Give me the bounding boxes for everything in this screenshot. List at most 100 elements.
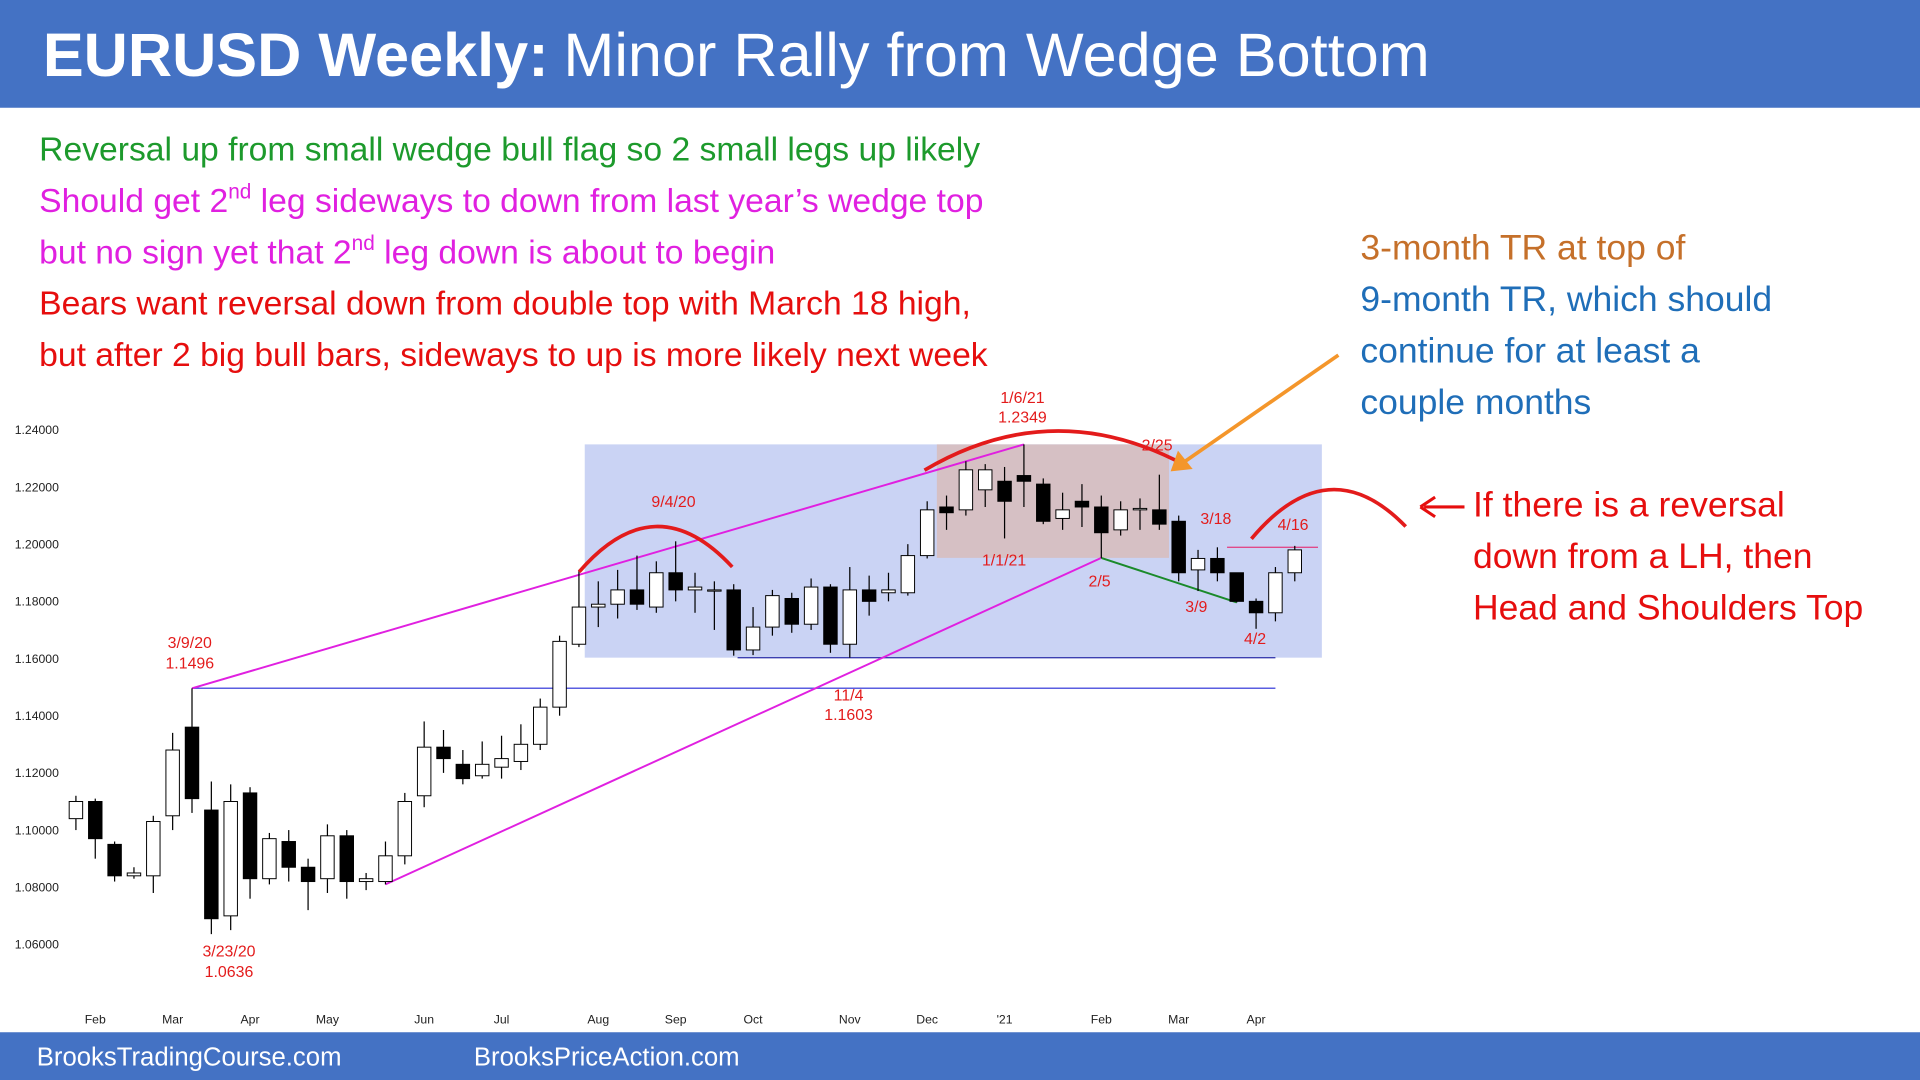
- arrow: [1181, 353, 1340, 465]
- note-line: but no sign yet that 2nd leg down is abo…: [39, 232, 775, 271]
- y-tick-label: 1.12000: [15, 766, 59, 780]
- arrow-head: [1419, 495, 1436, 519]
- candle-body: [300, 866, 316, 883]
- y-tick-label: 1.10000: [15, 823, 59, 837]
- candle-body: [745, 626, 761, 651]
- y-tick-label: 1.06000: [15, 938, 59, 952]
- candle-body: [726, 589, 741, 651]
- candle-body: [803, 586, 819, 625]
- price-label: 1.1603: [824, 707, 873, 724]
- candle-body: [939, 506, 954, 514]
- trend-line: [1100, 556, 1238, 604]
- candle-body: [204, 809, 219, 920]
- candle-body: [784, 597, 799, 625]
- candle-body: [126, 872, 142, 877]
- arc: [577, 524, 734, 574]
- candle-body: [146, 821, 161, 877]
- x-tick-label: Mar: [162, 1013, 183, 1027]
- candle-body: [494, 758, 509, 768]
- hs-note: If there is a reversal: [1473, 485, 1785, 525]
- header-bar: [0, 0, 1920, 108]
- annotation: 3/18: [1200, 511, 1231, 528]
- footer-text: BrooksTradingCourse.com: [37, 1043, 342, 1071]
- price-label: 1.1496: [165, 656, 214, 673]
- candle-body: [320, 835, 335, 880]
- candle-body: [416, 746, 432, 797]
- annotation: 3/9/20: [168, 635, 212, 652]
- candle-body: [455, 763, 471, 780]
- y-tick-label: 1.14000: [15, 709, 59, 723]
- title-bold: EURUSD Weekly:: [43, 21, 549, 89]
- candle-body: [668, 572, 683, 591]
- candle-body: [919, 509, 935, 557]
- candle-body: [842, 589, 858, 645]
- y-tick-label: 1.18000: [15, 595, 59, 609]
- candle-body: [1132, 507, 1148, 511]
- x-tick-label: Nov: [839, 1013, 862, 1027]
- candle-body: [397, 800, 413, 857]
- candle-body: [1074, 500, 1090, 508]
- candle-body: [900, 555, 916, 594]
- note-line: Bears want reversal down from double top…: [39, 286, 971, 323]
- x-tick-label: Mar: [1168, 1013, 1189, 1027]
- x-tick-label: May: [316, 1013, 340, 1027]
- candle-body: [165, 749, 180, 817]
- candle-body: [1287, 549, 1303, 574]
- note-line: but after 2 big bull bars, sideways to u…: [39, 337, 988, 374]
- candle-body: [474, 763, 490, 777]
- price-label: 1.0636: [205, 964, 254, 981]
- tr-note: 9-month TR, which should: [1360, 279, 1772, 319]
- note-part: but no sign yet that 2: [39, 234, 351, 271]
- x-tick-label: Apr: [241, 1013, 260, 1027]
- candle-body: [1055, 509, 1070, 519]
- candle-body: [610, 589, 625, 605]
- candle-body: [629, 589, 645, 605]
- annotation: 1/6/21: [1000, 390, 1044, 407]
- candle-body: [1152, 509, 1167, 525]
- y-tick-label: 1.24000: [15, 423, 59, 437]
- candle-body: [1113, 509, 1128, 531]
- candle-body: [281, 841, 296, 868]
- chart-marks: 1.24000 1.22000 1.20000 1.18000 1.16000 1.140…: [15, 390, 1309, 1027]
- note-line: Should get 2nd leg sideways to down from…: [39, 180, 983, 219]
- note-part: leg down is about to begin: [375, 234, 775, 271]
- x-tick-label: Jun: [414, 1013, 434, 1027]
- candle-body: [533, 706, 548, 745]
- candle-body: [223, 800, 238, 917]
- candle-body: [861, 589, 877, 602]
- candle-body: [958, 469, 974, 511]
- x-tick-label: Oct: [744, 1013, 764, 1027]
- x-tick-label: Apr: [1247, 1013, 1266, 1027]
- candle-body: [765, 595, 780, 628]
- candle-body: [1210, 557, 1225, 574]
- candle-body: [107, 843, 122, 877]
- x-tick-label: Dec: [916, 1013, 938, 1027]
- candle-body: [1036, 483, 1051, 522]
- candle-body: [242, 792, 258, 880]
- candle-body: [1229, 572, 1244, 602]
- annotation: 3/23/20: [202, 943, 255, 960]
- chart-shading: [191, 443, 1322, 886]
- candle-body: [1171, 520, 1186, 574]
- arc: [923, 429, 1187, 472]
- arc: [1250, 487, 1408, 540]
- tr-note: 3-month TR at top of: [1360, 228, 1685, 268]
- title: EURUSD Weekly: Minor Rally from Wedge Bot…: [43, 21, 1430, 89]
- x-tick-label: Sep: [665, 1013, 687, 1027]
- annotation: 1/1/21: [982, 553, 1026, 570]
- wedge-line: [191, 443, 1025, 690]
- tr-note: couple months: [1360, 382, 1591, 422]
- y-tick-label: 1.08000: [15, 881, 59, 895]
- annotation: 4/16: [1278, 517, 1309, 534]
- candle-body: [378, 855, 393, 883]
- x-tick-label: Feb: [1091, 1013, 1112, 1027]
- candle-body: [591, 603, 606, 608]
- chart-overlay: [577, 353, 1465, 574]
- candle-body: [1190, 557, 1206, 571]
- x-tick-label: Aug: [587, 1013, 609, 1027]
- candle-body: [1248, 600, 1264, 614]
- annotation: 9/4/20: [651, 494, 695, 511]
- title-rest: Minor Rally from Wedge Bottom: [563, 21, 1429, 89]
